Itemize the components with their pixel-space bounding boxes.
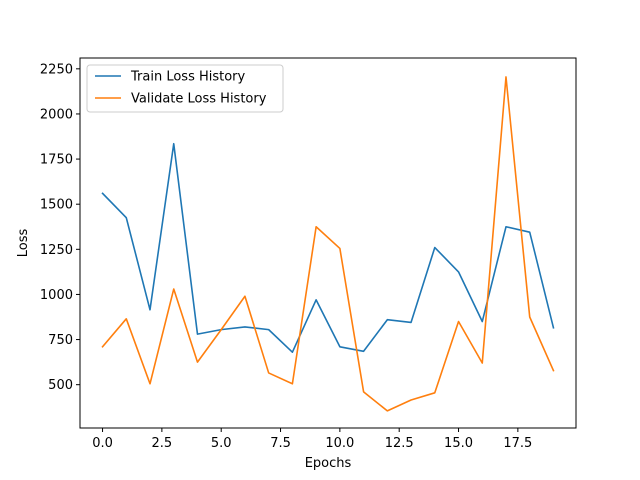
x-tick-label: 12.5 bbox=[385, 436, 414, 451]
legend: Train Loss History Validate Loss History bbox=[86, 64, 284, 113]
x-tick-label: 15.0 bbox=[444, 436, 473, 451]
x-tick-label: 17.5 bbox=[503, 436, 532, 451]
legend-box bbox=[86, 64, 284, 113]
y-axis: 500 750 1000 1250 1500 1750 2000 2250 bbox=[40, 62, 80, 393]
y-tick-label: 1750 bbox=[40, 153, 73, 168]
y-tick-label: 2250 bbox=[40, 62, 73, 77]
legend-label-0: Train Loss History bbox=[130, 70, 246, 85]
x-axis: 0.0 2.5 5.0 7.5 10.0 12.5 15.0 17.5 bbox=[92, 428, 532, 451]
x-tick-label: 0.0 bbox=[92, 436, 113, 451]
series-layer bbox=[101, 76, 555, 412]
x-tick-label: 7.5 bbox=[270, 436, 291, 451]
y-tick-label: 1500 bbox=[40, 198, 73, 213]
plot-frame bbox=[79, 57, 577, 429]
y-tick-label: 2000 bbox=[40, 107, 73, 122]
x-tick-label: 2.5 bbox=[152, 436, 173, 451]
y-tick-label: 500 bbox=[48, 378, 73, 393]
x-axis-label: Epochs bbox=[305, 456, 352, 471]
y-tick-label: 750 bbox=[48, 333, 73, 348]
series-line-0 bbox=[101, 142, 555, 354]
legend-label-1: Validate Loss History bbox=[131, 92, 267, 107]
y-axis-label: Loss bbox=[16, 229, 31, 258]
y-tick-label: 1250 bbox=[40, 243, 73, 258]
series-line-1 bbox=[101, 76, 555, 412]
x-tick-label: 10.0 bbox=[325, 436, 354, 451]
y-tick-label: 1000 bbox=[40, 288, 73, 303]
x-tick-label: 5.0 bbox=[211, 436, 232, 451]
